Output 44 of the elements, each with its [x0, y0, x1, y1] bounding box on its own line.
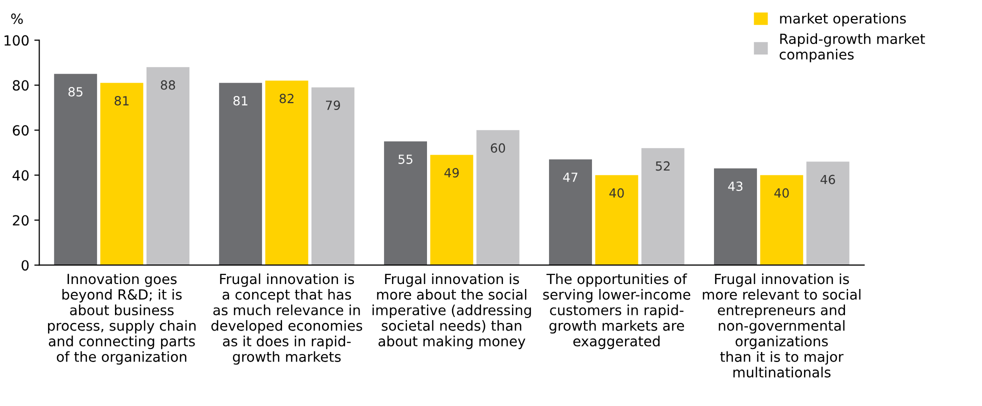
y-tick-label: 40 [12, 170, 29, 181]
bar [146, 67, 190, 266]
bar [476, 130, 520, 266]
x-tick-label: The opportunities of serving lower-income customers in rapid- growth markets are exaggerated [543, 273, 690, 350]
data-label: 79 [326, 100, 340, 110]
data-label: 46 [820, 174, 836, 184]
x-tick-label: Innovation goes beyond R&D; it is about business process, supply chain and connecting parts of the organization [48, 273, 196, 365]
data-label: 47 [563, 172, 578, 182]
data-label: 85 [68, 87, 82, 97]
bar [549, 159, 592, 266]
bar [384, 141, 428, 266]
y-tick-label: 20 [12, 215, 29, 226]
bar [219, 82, 262, 266]
bar [265, 80, 308, 266]
data-label: 49 [444, 168, 459, 178]
data-label: 43 [728, 182, 742, 191]
legend-label: Rapid-growth market companies [780, 33, 925, 62]
y-axis-title: % [11, 14, 23, 24]
data-label: 40 [774, 188, 789, 198]
bar [595, 175, 638, 266]
bar [430, 154, 474, 266]
x-tick-label: Frugal innovation is more relevant to social entrepreneurs and non-governmental organizations than it is to major multinationals [702, 273, 860, 378]
x-tick-label: Frugal innovation is more about the social imperative (addressing societal needs) than about making money [372, 273, 531, 350]
bar [641, 148, 684, 266]
y-tick-label: 60 [12, 125, 29, 136]
data-label: 55 [398, 154, 412, 164]
legend-label: market operations [780, 12, 906, 26]
data-label: 40 [609, 188, 624, 198]
x-tick-label: Frugal innovation is a concept that has as much relevance in developed economies as it does in rapid- growth markets [211, 273, 362, 365]
y-tick-label: 80 [12, 80, 29, 91]
bar [311, 87, 354, 266]
data-label: 88 [160, 80, 176, 90]
bar [806, 162, 850, 266]
bar [760, 175, 804, 266]
data-label: 52 [656, 161, 670, 171]
data-label: 81 [233, 96, 248, 106]
bar [714, 168, 757, 266]
bar [54, 74, 98, 266]
y-tick-label: 100 [4, 35, 29, 46]
data-label: 81 [114, 96, 129, 106]
data-label: 60 [490, 143, 506, 153]
data-label: 82 [280, 94, 294, 104]
bar [100, 82, 144, 266]
y-tick-label: 0 [22, 260, 29, 271]
